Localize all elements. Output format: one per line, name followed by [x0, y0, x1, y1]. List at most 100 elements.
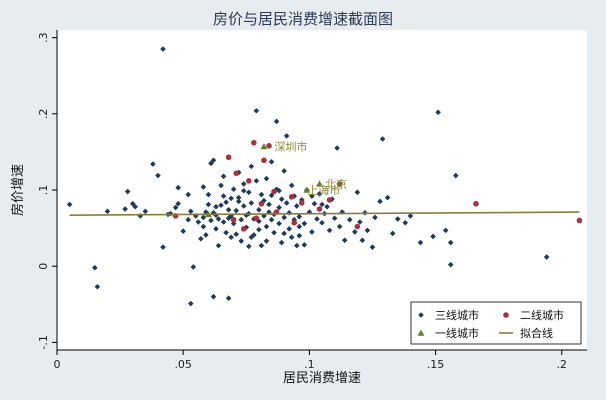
tier3-point: [160, 46, 166, 52]
tier3-point: [258, 242, 265, 249]
tier3-point: [278, 196, 285, 202]
tier3-point: [435, 109, 441, 116]
tier3-point: [208, 160, 214, 167]
tier3-point: [377, 198, 383, 205]
tier3-point: [129, 200, 136, 207]
tier3-point: [187, 300, 194, 307]
point-annotation: 深圳市: [275, 140, 308, 154]
tier3-point: [203, 232, 209, 238]
y-tick-label: 0: [37, 263, 50, 270]
tier3-point: [384, 194, 391, 201]
tier3-point: [268, 159, 275, 165]
tier3-point: [291, 216, 298, 223]
tier3-point: [301, 242, 308, 248]
tier3-point: [185, 191, 192, 198]
tier3-point: [240, 181, 247, 187]
tier3-point: [352, 229, 358, 235]
tier3-point: [407, 213, 414, 219]
tier3-point: [243, 224, 250, 231]
tier3-point: [187, 208, 194, 215]
tier3-point: [311, 200, 318, 207]
tier2-point: [225, 154, 232, 161]
tier3-point: [402, 219, 409, 226]
tier3-point: [430, 233, 436, 240]
tier3-point: [447, 239, 454, 246]
tier3-point: [447, 261, 454, 268]
tier3-point: [334, 145, 340, 151]
tier3-point: [104, 208, 111, 215]
x-tick-label: .15: [427, 358, 445, 371]
tier1-point: [316, 180, 323, 187]
tier3-point: [354, 189, 361, 196]
tier3-point: [92, 264, 98, 271]
tier3-point: [225, 295, 232, 301]
tier3-point: [379, 136, 386, 142]
x-tick-label: 0: [54, 358, 61, 371]
tier3-point: [364, 227, 371, 234]
tier3-point: [293, 242, 300, 249]
tier3-point: [248, 163, 255, 170]
legend-swatch: [503, 312, 509, 318]
tier3-point: [203, 209, 209, 215]
tier2-point: [354, 223, 361, 230]
tier3-point: [256, 226, 262, 233]
tier2-point: [299, 200, 305, 206]
tier3-point: [235, 198, 242, 205]
tier3-point: [389, 230, 396, 237]
tier3-point: [220, 219, 227, 225]
tier3-point: [296, 232, 303, 239]
tier3-point: [253, 107, 260, 114]
tier3-point: [273, 118, 280, 125]
tier3-point: [283, 200, 290, 206]
tier3-point: [200, 184, 207, 190]
tier2-point: [336, 181, 343, 187]
tier3-point: [263, 223, 270, 230]
axes: 0 .05 .1 .15 .2 -.1 0 .1 .2 .3: [37, 30, 587, 371]
tier3-point: [175, 200, 181, 207]
tier3-point: [160, 244, 166, 250]
data-points: [66, 46, 583, 307]
tier3-point: [238, 216, 245, 223]
tier3-point: [220, 193, 227, 199]
tier3-point: [210, 293, 217, 300]
tier3-point: [442, 227, 449, 234]
y-tick-label: .2: [37, 109, 50, 120]
tier3-point: [359, 237, 366, 244]
tier2-point: [240, 226, 247, 232]
tier2-point: [266, 143, 272, 149]
tier3-point: [235, 194, 242, 201]
legend-label: 一线城市: [435, 326, 479, 340]
tier2-point: [291, 219, 298, 226]
tier3-point: [213, 226, 219, 232]
tier3-point: [210, 157, 217, 164]
tier3-point: [205, 191, 212, 198]
tier3-point: [288, 182, 295, 189]
tier3-point: [283, 133, 290, 139]
tier3-point: [281, 214, 287, 221]
y-axis-title: 房价增速: [10, 164, 26, 216]
tier3-point: [223, 229, 229, 236]
tier3-point: [331, 215, 338, 221]
tier3-point: [213, 203, 219, 210]
tier3-point: [261, 197, 267, 204]
tier3-point: [205, 201, 212, 208]
tier3-point: [185, 216, 192, 223]
tier3-point: [276, 204, 282, 211]
x-tick-label: .05: [174, 358, 192, 371]
tier3-point: [369, 244, 376, 250]
tier3-point: [293, 203, 300, 209]
tier2-point: [258, 200, 265, 207]
plot-area: [57, 30, 587, 350]
tier3-point: [281, 230, 287, 237]
tier3-point: [301, 220, 308, 227]
tier2-point: [246, 178, 252, 184]
chart-title: 房价与居民消费增速截面图: [213, 10, 393, 28]
tier2-point: [261, 157, 267, 164]
tier3-point: [228, 195, 234, 202]
tier3-point: [276, 187, 282, 194]
tier3-point: [452, 172, 459, 179]
tier3-point: [195, 219, 202, 225]
tier2-point: [271, 188, 277, 195]
